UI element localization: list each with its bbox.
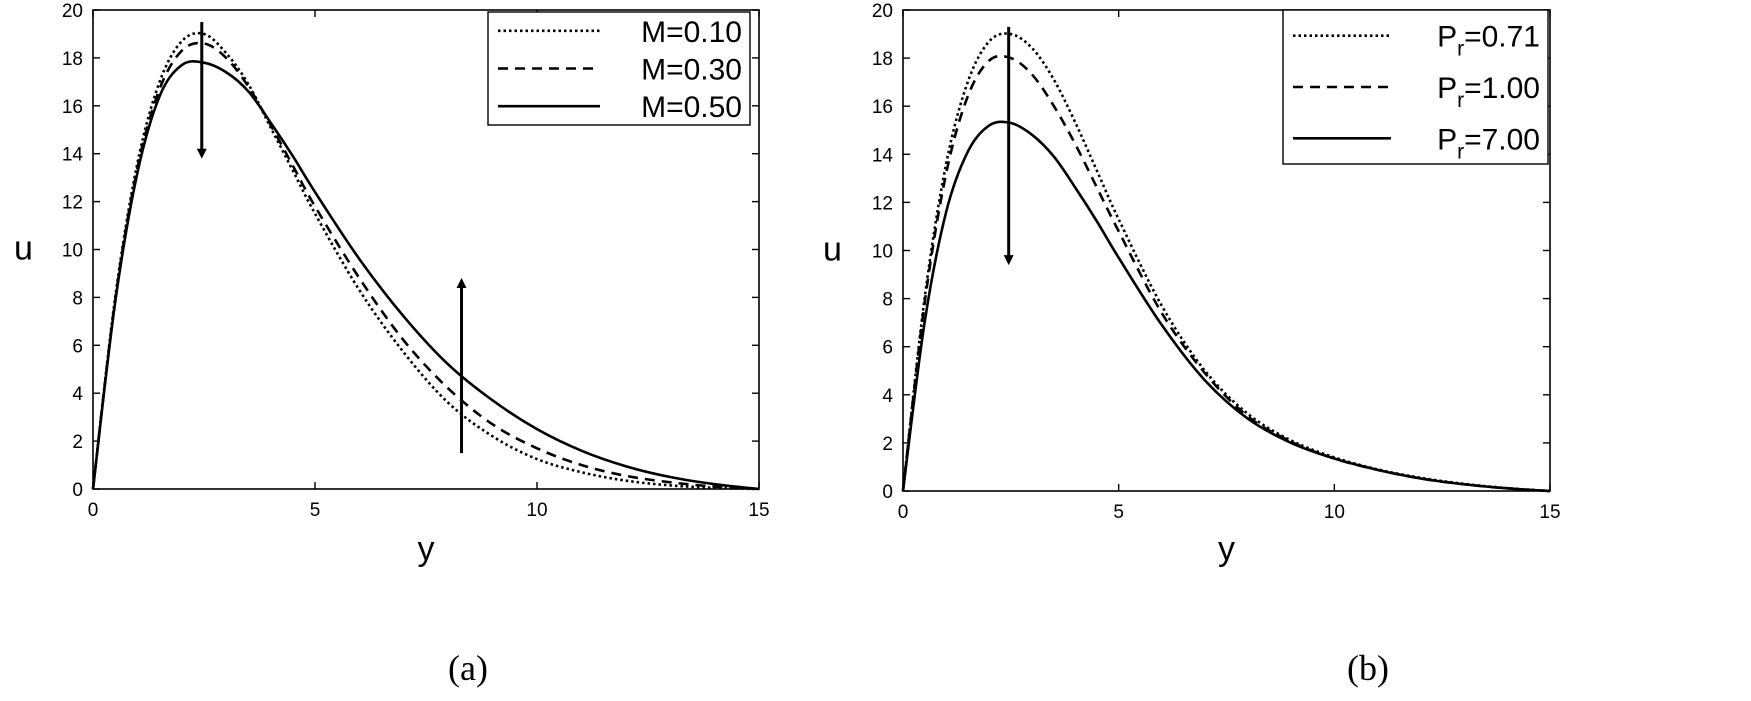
y-tick-label: 4 xyxy=(882,386,893,407)
legend-label-value: =7.00 xyxy=(1464,123,1540,156)
y-tick-label: 0 xyxy=(72,480,83,501)
y-tick-label: 20 xyxy=(62,1,83,22)
y-tick-label: 8 xyxy=(72,288,83,309)
x-tick-label: 10 xyxy=(1324,502,1345,523)
series-line-2 xyxy=(91,41,760,491)
series-line-1 xyxy=(91,31,760,491)
series-line-1 xyxy=(901,32,1551,493)
legend-label-1: Pr=0.71 xyxy=(1437,21,1540,61)
x-tick-label: 15 xyxy=(748,500,769,521)
series-line-3 xyxy=(901,120,1551,493)
legend-label-3: Pr=7.00 xyxy=(1437,123,1540,163)
x-tick-label: 15 xyxy=(1539,502,1560,523)
series-line-3 xyxy=(91,60,760,491)
y-tick-label: 16 xyxy=(62,97,83,118)
y-tick-label: 2 xyxy=(72,432,83,453)
chart-panel-b: 0 5 10 1502468101214161820yuPr=0.71Pr=1.00P… xyxy=(823,1,1561,568)
y-axis-label: u xyxy=(823,231,842,269)
legend-label-base: P xyxy=(1437,72,1457,105)
legend-label-subscript: r xyxy=(1457,89,1464,112)
x-tick-label: 5 xyxy=(310,500,321,521)
x-axis-label: y xyxy=(1218,530,1235,568)
y-tick-label: 12 xyxy=(872,193,893,214)
legend-label-3: M=0.50 xyxy=(641,91,742,124)
caption-a: (a) xyxy=(448,648,488,688)
legend-label-value: =1.00 xyxy=(1464,72,1540,105)
legend-label-subscript: r xyxy=(1457,38,1464,61)
x-tick-label: 0 xyxy=(898,502,909,523)
x-tick-label: 5 xyxy=(1113,502,1124,523)
y-tick-label: 2 xyxy=(882,434,893,455)
legend-label-subscript: r xyxy=(1457,140,1464,163)
y-tick-label: 8 xyxy=(882,290,893,311)
legend-label-value: =0.71 xyxy=(1464,21,1540,54)
y-tick-label: 6 xyxy=(882,338,893,359)
legend-label-base: P xyxy=(1437,21,1457,54)
y-tick-label: 12 xyxy=(62,193,83,214)
y-tick-label: 20 xyxy=(872,1,893,22)
y-tick-label: 10 xyxy=(62,241,83,262)
y-tick-label: 10 xyxy=(872,242,893,263)
caption-b: (b) xyxy=(1347,648,1389,688)
y-tick-label: 0 xyxy=(882,482,893,503)
y-tick-label: 4 xyxy=(72,384,83,405)
x-axis-label: y xyxy=(418,530,435,568)
legend-label-2: M=0.30 xyxy=(641,54,742,87)
y-tick-label: 18 xyxy=(62,49,83,70)
legend-label-2: Pr=1.00 xyxy=(1437,72,1540,112)
legend-label-1: M=0.10 xyxy=(641,16,742,49)
x-tick-label: 10 xyxy=(526,500,547,521)
x-tick-label: 0 xyxy=(88,500,99,521)
legend: M=0.10 M=0.30 M=0.50 xyxy=(487,11,751,126)
y-tick-label: 16 xyxy=(872,97,893,118)
y-tick-label: 6 xyxy=(72,336,83,357)
legend-label-base: P xyxy=(1437,123,1457,156)
y-tick-label: 14 xyxy=(62,145,84,166)
chart-panel-a: 0 5 10 1502468101214161820yuM=0.10M=0.30M=0… xyxy=(14,1,770,568)
y-axis-label: u xyxy=(14,230,33,268)
y-tick-label: 14 xyxy=(872,145,894,166)
y-tick-label: 18 xyxy=(872,49,893,70)
